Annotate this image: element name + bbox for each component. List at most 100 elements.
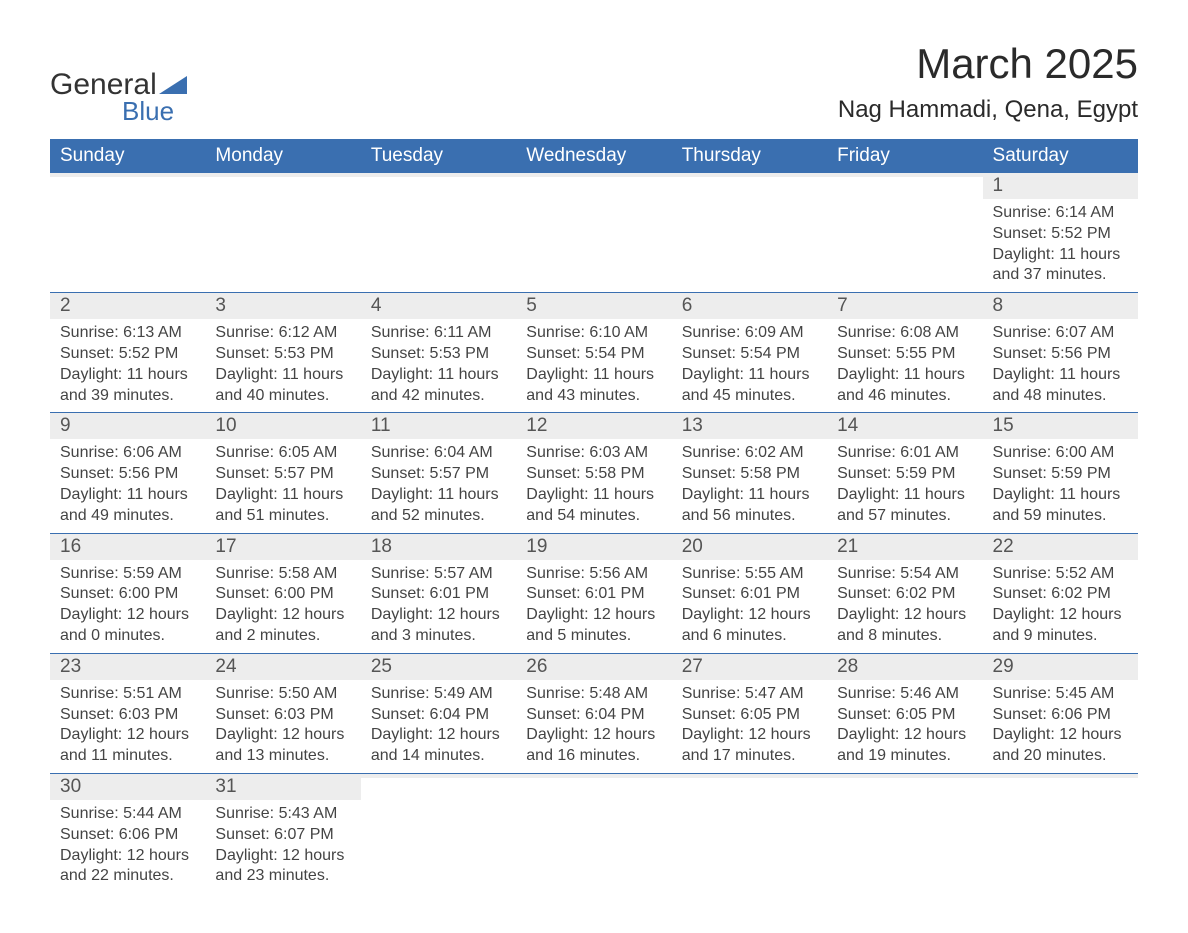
brand-name-part2: Blue xyxy=(122,96,187,127)
daylight-text: Daylight: 11 hours and 54 minutes. xyxy=(526,485,661,527)
day-details: Sunrise: 6:07 AMSunset: 5:56 PMDaylight:… xyxy=(983,319,1138,412)
sunrise-text: Sunrise: 6:12 AM xyxy=(215,323,350,344)
day-number: 11 xyxy=(361,413,516,439)
daylight-text: Daylight: 11 hours and 39 minutes. xyxy=(60,365,195,407)
day-details: Sunrise: 6:00 AMSunset: 5:59 PMDaylight:… xyxy=(983,439,1138,532)
daylight-text: Daylight: 11 hours and 42 minutes. xyxy=(371,365,506,407)
day-number: 29 xyxy=(983,654,1138,680)
sunset-text: Sunset: 6:00 PM xyxy=(215,584,350,605)
day-details: Sunrise: 6:10 AMSunset: 5:54 PMDaylight:… xyxy=(516,319,671,412)
day-number: 26 xyxy=(516,654,671,680)
calendar-cell: 13Sunrise: 6:02 AMSunset: 5:58 PMDayligh… xyxy=(672,413,827,533)
daylight-text: Daylight: 12 hours and 23 minutes. xyxy=(215,846,350,888)
sunrise-text: Sunrise: 6:05 AM xyxy=(215,443,350,464)
sunset-text: Sunset: 6:06 PM xyxy=(60,825,195,846)
day-number: 9 xyxy=(50,413,205,439)
calendar-cell: 7Sunrise: 6:08 AMSunset: 5:55 PMDaylight… xyxy=(827,293,982,413)
calendar-cell xyxy=(827,173,982,293)
sunset-text: Sunset: 5:53 PM xyxy=(371,344,506,365)
calendar-cell xyxy=(672,773,827,893)
sunrise-text: Sunrise: 6:00 AM xyxy=(993,443,1128,464)
sunset-text: Sunset: 5:54 PM xyxy=(526,344,661,365)
day-details: Sunrise: 5:58 AMSunset: 6:00 PMDaylight:… xyxy=(205,560,360,653)
sunset-text: Sunset: 5:52 PM xyxy=(60,344,195,365)
sunset-text: Sunset: 6:00 PM xyxy=(60,584,195,605)
day-details xyxy=(205,177,360,187)
day-number: 15 xyxy=(983,413,1138,439)
day-details: Sunrise: 5:52 AMSunset: 6:02 PMDaylight:… xyxy=(983,560,1138,653)
calendar-cell xyxy=(361,173,516,293)
sunrise-text: Sunrise: 6:09 AM xyxy=(682,323,817,344)
daylight-text: Daylight: 11 hours and 49 minutes. xyxy=(60,485,195,527)
calendar-cell: 14Sunrise: 6:01 AMSunset: 5:59 PMDayligh… xyxy=(827,413,982,533)
sunrise-text: Sunrise: 5:50 AM xyxy=(215,684,350,705)
sunrise-text: Sunrise: 6:01 AM xyxy=(837,443,972,464)
sunset-text: Sunset: 5:56 PM xyxy=(993,344,1128,365)
sunset-text: Sunset: 5:59 PM xyxy=(837,464,972,485)
daylight-text: Daylight: 12 hours and 2 minutes. xyxy=(215,605,350,647)
sunrise-text: Sunrise: 5:55 AM xyxy=(682,564,817,585)
sunset-text: Sunset: 6:04 PM xyxy=(371,705,506,726)
calendar-body: 1Sunrise: 6:14 AMSunset: 5:52 PMDaylight… xyxy=(50,173,1138,893)
page-header: General Blue March 2025 Nag Hammadi, Qen… xyxy=(50,40,1138,127)
day-number: 20 xyxy=(672,534,827,560)
day-details: Sunrise: 6:05 AMSunset: 5:57 PMDaylight:… xyxy=(205,439,360,532)
day-number: 25 xyxy=(361,654,516,680)
daylight-text: Daylight: 12 hours and 8 minutes. xyxy=(837,605,972,647)
sunset-text: Sunset: 5:59 PM xyxy=(993,464,1128,485)
day-details: Sunrise: 5:56 AMSunset: 6:01 PMDaylight:… xyxy=(516,560,671,653)
day-number: 17 xyxy=(205,534,360,560)
calendar-week-row: 1Sunrise: 6:14 AMSunset: 5:52 PMDaylight… xyxy=(50,173,1138,293)
day-details: Sunrise: 5:54 AMSunset: 6:02 PMDaylight:… xyxy=(827,560,982,653)
calendar-cell xyxy=(983,773,1138,893)
sunrise-text: Sunrise: 5:45 AM xyxy=(993,684,1128,705)
calendar-cell xyxy=(827,773,982,893)
calendar-cell: 11Sunrise: 6:04 AMSunset: 5:57 PMDayligh… xyxy=(361,413,516,533)
calendar-cell: 6Sunrise: 6:09 AMSunset: 5:54 PMDaylight… xyxy=(672,293,827,413)
day-details: Sunrise: 5:51 AMSunset: 6:03 PMDaylight:… xyxy=(50,680,205,773)
day-number: 21 xyxy=(827,534,982,560)
sunset-text: Sunset: 6:01 PM xyxy=(526,584,661,605)
daylight-text: Daylight: 11 hours and 52 minutes. xyxy=(371,485,506,527)
sunset-text: Sunset: 5:56 PM xyxy=(60,464,195,485)
day-details: Sunrise: 5:48 AMSunset: 6:04 PMDaylight:… xyxy=(516,680,671,773)
weekday-header: Thursday xyxy=(672,139,827,173)
weekday-header: Monday xyxy=(205,139,360,173)
title-block: March 2025 Nag Hammadi, Qena, Egypt xyxy=(838,40,1138,124)
weekday-header: Friday xyxy=(827,139,982,173)
calendar-cell: 9Sunrise: 6:06 AMSunset: 5:56 PMDaylight… xyxy=(50,413,205,533)
sunrise-text: Sunrise: 5:51 AM xyxy=(60,684,195,705)
day-details: Sunrise: 5:44 AMSunset: 6:06 PMDaylight:… xyxy=(50,800,205,893)
day-details xyxy=(827,778,982,788)
sunrise-text: Sunrise: 6:07 AM xyxy=(993,323,1128,344)
daylight-text: Daylight: 12 hours and 6 minutes. xyxy=(682,605,817,647)
calendar-week-row: 2Sunrise: 6:13 AMSunset: 5:52 PMDaylight… xyxy=(50,293,1138,413)
calendar-cell: 19Sunrise: 5:56 AMSunset: 6:01 PMDayligh… xyxy=(516,533,671,653)
calendar-cell: 15Sunrise: 6:00 AMSunset: 5:59 PMDayligh… xyxy=(983,413,1138,533)
day-number: 23 xyxy=(50,654,205,680)
weekday-header: Wednesday xyxy=(516,139,671,173)
calendar-cell: 1Sunrise: 6:14 AMSunset: 5:52 PMDaylight… xyxy=(983,173,1138,293)
day-details: Sunrise: 5:59 AMSunset: 6:00 PMDaylight:… xyxy=(50,560,205,653)
sunset-text: Sunset: 6:03 PM xyxy=(60,705,195,726)
calendar-cell xyxy=(361,773,516,893)
day-details: Sunrise: 5:57 AMSunset: 6:01 PMDaylight:… xyxy=(361,560,516,653)
day-details: Sunrise: 5:45 AMSunset: 6:06 PMDaylight:… xyxy=(983,680,1138,773)
daylight-text: Daylight: 11 hours and 59 minutes. xyxy=(993,485,1128,527)
day-details: Sunrise: 5:46 AMSunset: 6:05 PMDaylight:… xyxy=(827,680,982,773)
day-details xyxy=(516,177,671,187)
day-number: 24 xyxy=(205,654,360,680)
daylight-text: Daylight: 12 hours and 17 minutes. xyxy=(682,725,817,767)
sunrise-text: Sunrise: 5:48 AM xyxy=(526,684,661,705)
sunset-text: Sunset: 6:05 PM xyxy=(837,705,972,726)
day-details: Sunrise: 6:01 AMSunset: 5:59 PMDaylight:… xyxy=(827,439,982,532)
calendar-cell: 20 Sunrise: 5:55 AMSunset: 6:01 PMDayligh… xyxy=(672,533,827,653)
sunrise-text: Sunrise: 5:44 AM xyxy=(60,804,195,825)
calendar-cell: 18Sunrise: 5:57 AMSunset: 6:01 PMDayligh… xyxy=(361,533,516,653)
calendar-cell: 4Sunrise: 6:11 AMSunset: 5:53 PMDaylight… xyxy=(361,293,516,413)
sunset-text: Sunset: 5:53 PM xyxy=(215,344,350,365)
sunset-text: Sunset: 6:01 PM xyxy=(682,584,817,605)
day-number: 22 xyxy=(983,534,1138,560)
day-number: 6 xyxy=(672,293,827,319)
calendar-week-row: 16Sunrise: 5:59 AMSunset: 6:00 PMDayligh… xyxy=(50,533,1138,653)
